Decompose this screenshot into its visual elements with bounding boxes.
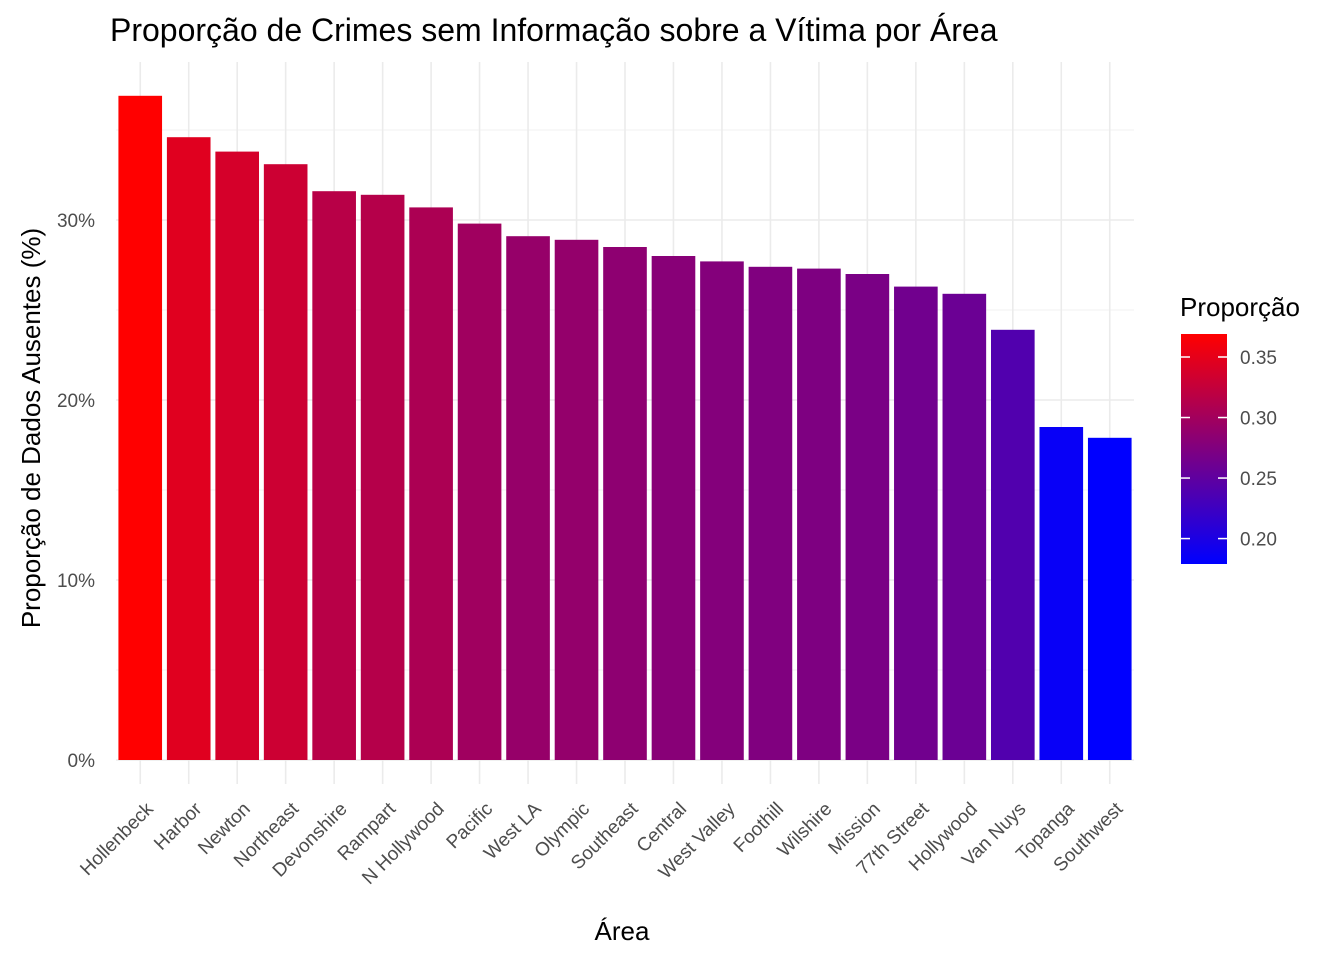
x-tick-label: Hollenbeck <box>76 798 158 880</box>
bar-west-la <box>506 236 550 760</box>
bar-northeast <box>263 164 308 760</box>
bar-newton <box>215 151 260 761</box>
bar-hollenbeck <box>118 95 163 761</box>
bar-topanga <box>1039 427 1084 760</box>
x-axis-ticks: HollenbeckHarborNewtonNortheastDevonshir… <box>76 798 1127 889</box>
bar-77th-street <box>894 286 938 760</box>
legend-ticks: 0.20 0.25 0.30 0.35 <box>1181 348 1277 551</box>
bar-mission <box>845 274 890 760</box>
x-axis-title: Área <box>595 916 650 946</box>
y-axis-title: Proporção de Dados Ausentes (%) <box>16 228 46 628</box>
bar-southeast <box>603 247 647 760</box>
legend-tick-label: 0.25 <box>1240 469 1277 490</box>
bars <box>118 95 1132 761</box>
y-tick-label: 0% <box>68 751 96 772</box>
bar-hollywood <box>942 293 987 760</box>
y-tick-label: 30% <box>57 211 95 232</box>
bar-west-valley <box>700 261 744 760</box>
bar-van-nuys <box>990 329 1035 760</box>
bar-central <box>651 256 696 760</box>
legend-colorbar <box>1181 334 1227 564</box>
bar-n-hollywood <box>409 207 453 760</box>
legend-tick-label: 0.20 <box>1240 530 1277 551</box>
legend-title: Proporção <box>1180 292 1300 322</box>
color-legend: Proporção 0.20 0.25 0.30 0.35 <box>1180 292 1300 564</box>
y-tick-label: 20% <box>57 391 95 412</box>
bar-wilshire <box>797 268 841 760</box>
bar-southwest <box>1087 437 1132 760</box>
bar-foothill <box>748 266 793 760</box>
bar-pacific <box>457 223 502 761</box>
y-axis-ticks: 0% 10% 20% 30% <box>57 211 95 772</box>
bar-olympic <box>554 239 599 761</box>
bar-rampart <box>360 194 405 761</box>
bar-harbor <box>166 137 211 760</box>
legend-tick-label: 0.35 <box>1240 348 1277 369</box>
y-tick-label: 10% <box>57 571 95 592</box>
legend-tick-label: 0.30 <box>1240 409 1277 430</box>
x-tick-label: Wilshire <box>774 799 837 862</box>
chart-title: Proporção de Crimes sem Informação sobre… <box>110 12 998 48</box>
bar-devonshire <box>312 191 356 760</box>
